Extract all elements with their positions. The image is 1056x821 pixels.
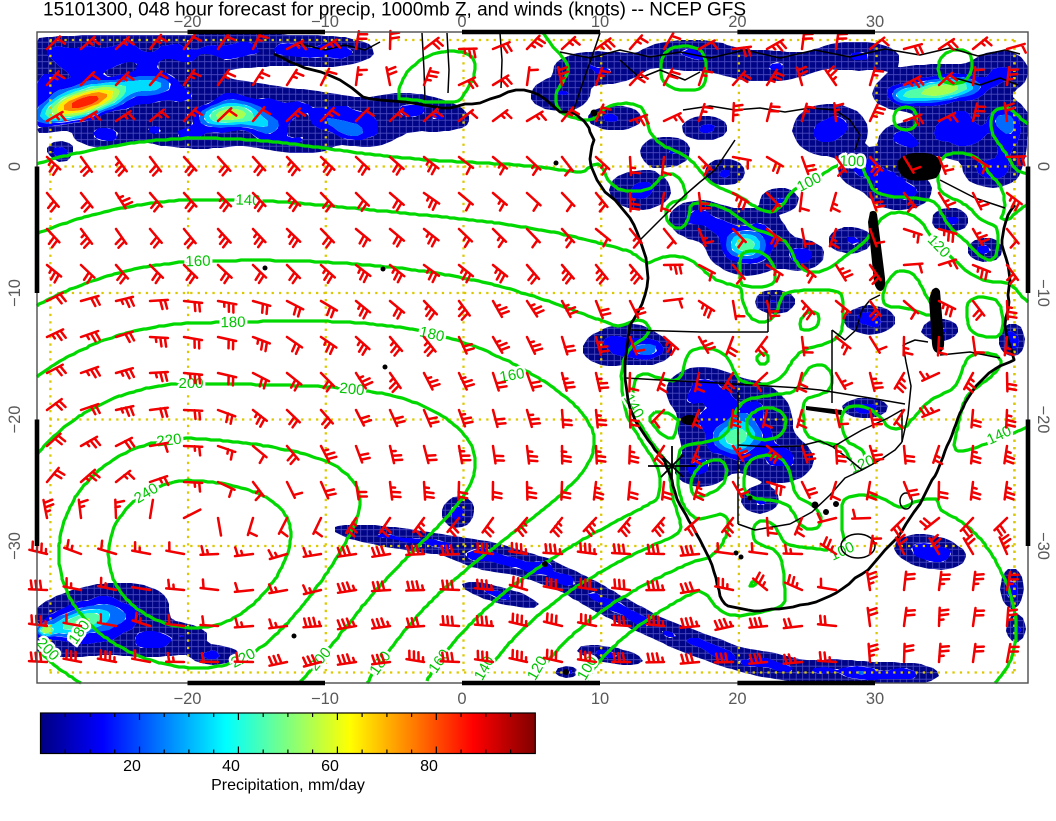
svg-text:30: 30	[866, 690, 884, 708]
svg-text:80: 80	[420, 758, 438, 775]
svg-text:−20: −20	[174, 13, 202, 31]
svg-text:220: 220	[156, 431, 183, 451]
svg-text:20: 20	[728, 690, 746, 708]
svg-text:60: 60	[321, 758, 339, 775]
svg-text:−20: −20	[174, 690, 202, 708]
svg-text:20: 20	[728, 13, 746, 31]
svg-text:20: 20	[123, 758, 141, 775]
svg-text:10: 10	[591, 690, 609, 708]
svg-text:0: 0	[1034, 162, 1052, 171]
svg-text:10: 10	[591, 13, 609, 31]
svg-text:−20: −20	[1034, 406, 1052, 434]
svg-text:−30: −30	[1034, 532, 1052, 560]
svg-text:−30: −30	[6, 532, 24, 560]
svg-text:40: 40	[222, 758, 240, 775]
svg-text:−10: −10	[311, 13, 339, 31]
svg-text:−20: −20	[6, 406, 24, 434]
svg-text:0: 0	[457, 690, 466, 708]
svg-text:−10: −10	[1034, 279, 1052, 307]
svg-text:Precipitation, mm/day: Precipitation, mm/day	[211, 777, 365, 794]
svg-text:0: 0	[457, 13, 466, 31]
svg-text:180: 180	[220, 314, 245, 331]
svg-text:−10: −10	[6, 279, 24, 307]
svg-text:15101300, 048 hour forecast fo: 15101300, 048 hour forecast for precip, …	[43, 0, 746, 21]
svg-text:0: 0	[6, 162, 24, 171]
svg-text:30: 30	[866, 13, 884, 31]
svg-text:160: 160	[185, 253, 211, 271]
svg-text:−10: −10	[311, 690, 339, 708]
